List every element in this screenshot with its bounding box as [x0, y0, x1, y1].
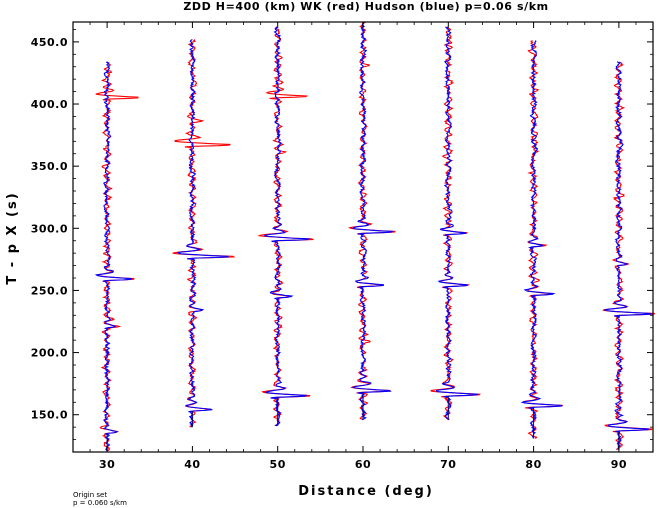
- trace-90-hudson: [604, 61, 654, 450]
- footer-note-origin: Origin set: [73, 491, 107, 499]
- x-axis-label: Distance (deg): [298, 484, 434, 499]
- trace-70-wk: [430, 26, 481, 421]
- x-tick-label: 90: [611, 458, 627, 471]
- trace-70-hudson: [436, 26, 479, 421]
- trace-group: [94, 21, 656, 452]
- y-tick-label: 250.0: [31, 284, 68, 297]
- x-tick-label: 40: [184, 458, 200, 471]
- trace-30-wk: [95, 61, 139, 452]
- chart-title: ZDD H=400 (km) WK (red) Hudson (blue) p=…: [183, 0, 548, 13]
- x-tick-label: 30: [99, 458, 115, 471]
- trace-40-hudson: [176, 38, 229, 428]
- trace-50-wk: [257, 26, 315, 427]
- trace-80-wk: [522, 40, 563, 439]
- trace-40-wk: [172, 39, 236, 428]
- y-tick-label: 300.0: [31, 222, 68, 235]
- x-tick-label: 50: [270, 458, 286, 471]
- y-tick-label: 450.0: [31, 36, 68, 49]
- footer-note-slowness: p = 0.060 s/km: [73, 499, 127, 507]
- trace-90-wk: [602, 61, 656, 450]
- trace-80-hudson: [520, 40, 563, 439]
- x-axis: 30 40 50 60 70 80 90: [89, 22, 654, 471]
- y-axis: 150.0 200.0 250.0 300.0 350.0 400.0 450.0: [31, 29, 653, 440]
- y-tick-label: 200.0: [31, 347, 68, 360]
- y-axis-label: T - p X (s): [5, 191, 20, 284]
- trace-60-hudson: [351, 21, 394, 421]
- y-tick-label: 400.0: [31, 98, 68, 111]
- trace-60-wk: [348, 21, 396, 421]
- x-tick-label: 60: [355, 458, 371, 471]
- x-tick-label: 70: [440, 458, 456, 471]
- y-tick-label: 150.0: [31, 409, 68, 422]
- trace-30-hudson: [94, 61, 133, 451]
- x-tick-label: 80: [525, 458, 541, 471]
- trace-50-hudson: [263, 26, 311, 427]
- y-tick-label: 350.0: [31, 160, 68, 173]
